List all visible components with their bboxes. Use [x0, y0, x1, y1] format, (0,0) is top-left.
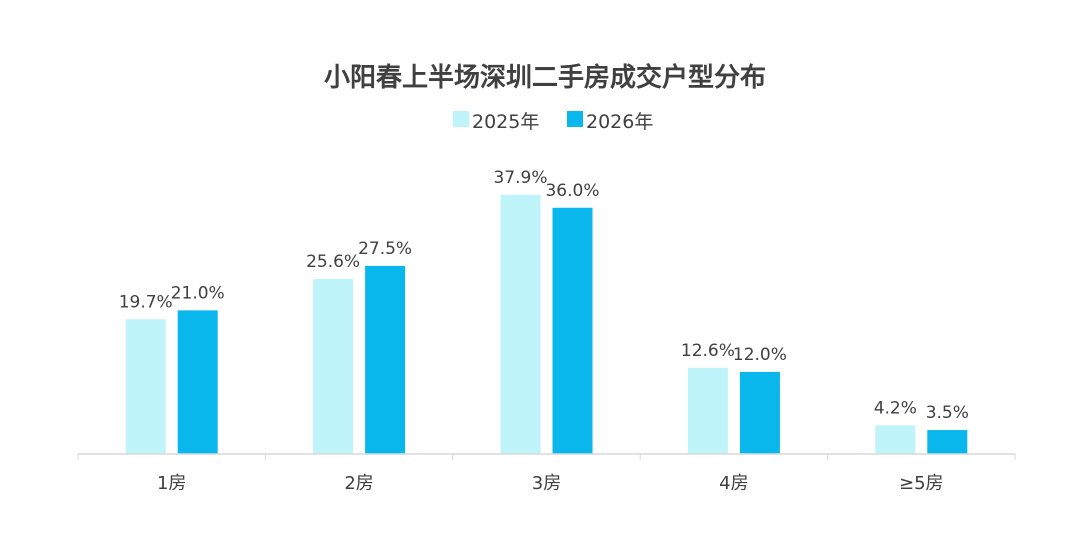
data-label: 25.6% — [306, 252, 360, 272]
legend-label-2026: 2026年 — [586, 111, 653, 133]
bar-2025年-2房 — [313, 278, 354, 454]
legend: 2025年 2026年 — [453, 111, 653, 133]
bar-2026年-1房 — [177, 310, 218, 454]
x-tick-label: ≥5房 — [899, 473, 944, 494]
legend-swatch-2026 — [567, 111, 583, 127]
bar-2026年-3房 — [552, 207, 593, 454]
legend-swatch-2025 — [453, 111, 469, 127]
chart-title: 小阳春上半场深圳二手房成交户型分布 — [324, 62, 766, 93]
bar-2026年-≥5房 — [927, 430, 968, 454]
data-label: 19.7% — [119, 292, 173, 312]
bar-2026年-2房 — [365, 265, 406, 454]
data-label: 37.9% — [493, 168, 547, 188]
bar-2025年-≥5房 — [875, 425, 916, 454]
data-label: 27.5% — [358, 239, 412, 259]
plot-area: 19.7%21.0% 1房 25.6%27.5% 2房 37.9%36.0% 3房 12.6… — [77, 168, 1016, 494]
data-label: 21.0% — [171, 283, 225, 303]
legend-label-2025: 2025年 — [472, 111, 539, 133]
data-label: 4.2% — [874, 398, 917, 418]
data-label: 12.6% — [681, 341, 735, 361]
x-tick-label: 2房 — [344, 473, 373, 494]
bar-2025年-4房 — [687, 367, 728, 454]
data-label: 36.0% — [545, 181, 599, 201]
bar-2025年-3房 — [500, 194, 541, 454]
x-tick-label: 1房 — [157, 473, 186, 494]
x-tick-label: 4房 — [719, 473, 748, 494]
data-label: 3.5% — [926, 403, 969, 423]
data-label: 12.0% — [733, 345, 787, 365]
x-tick-label: 3房 — [532, 473, 561, 494]
bar-2025年-1房 — [125, 319, 166, 454]
bar-2026年-4房 — [739, 371, 780, 454]
